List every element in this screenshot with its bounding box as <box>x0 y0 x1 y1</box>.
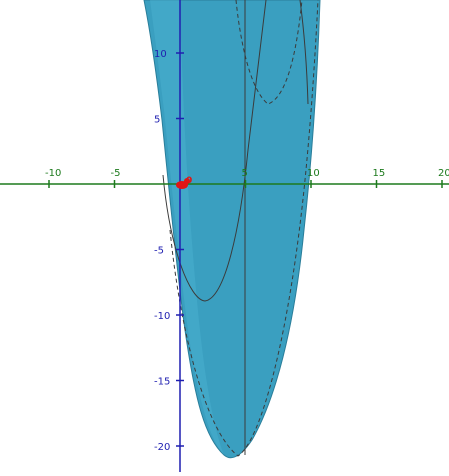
y-tick-label: -20 <box>154 442 170 453</box>
parabola-curve-front <box>162 0 267 302</box>
x-tick-label: 20 <box>438 168 449 179</box>
parabola-curve-dashed-upper <box>235 0 303 105</box>
y-axis-ticks: 10 5 -5 -10 -15 -20 <box>154 49 184 453</box>
y-tick-label: -10 <box>154 311 170 322</box>
parabola-curve-dashed-lower <box>169 0 319 457</box>
x-tick-label: 15 <box>373 168 386 179</box>
y-tick-label: 5 <box>154 115 160 126</box>
surface-shading <box>150 0 224 455</box>
y-tick-label: -5 <box>154 246 164 257</box>
y-tick-label: 10 <box>154 49 167 60</box>
x-tick-label: -5 <box>111 168 121 179</box>
x-tick-label: 10 <box>307 168 320 179</box>
x-tick-label: -10 <box>45 168 61 179</box>
y-tick-label: -15 <box>154 377 170 388</box>
parabola-curve-right <box>299 0 309 105</box>
x-tick-label: 5 <box>242 168 248 179</box>
origin-point[interactable]: 0 <box>176 176 192 189</box>
origin-point-label: 0 <box>186 176 192 186</box>
